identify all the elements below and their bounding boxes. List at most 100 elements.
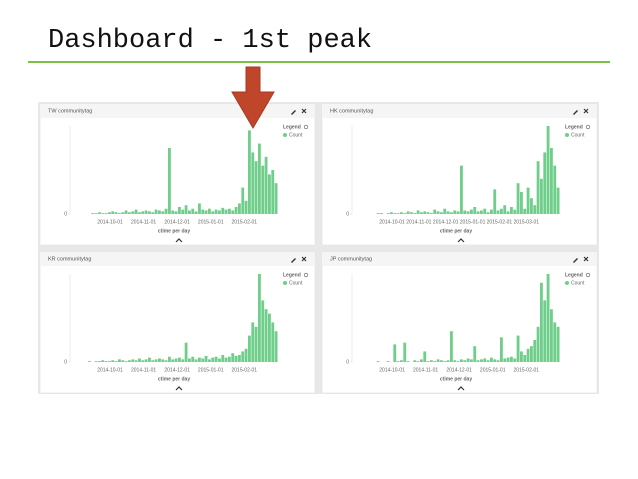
bar — [271, 170, 275, 214]
bar — [436, 359, 440, 362]
bar — [248, 335, 251, 362]
bar — [440, 212, 443, 214]
bar — [134, 360, 138, 362]
bar — [470, 209, 473, 214]
edit-icon[interactable] — [291, 258, 296, 263]
bar — [201, 358, 205, 362]
bar — [406, 361, 410, 362]
legend-label: Count — [289, 132, 303, 138]
bar — [490, 357, 493, 362]
edit-icon[interactable] — [573, 258, 578, 263]
bar — [271, 322, 275, 362]
bar — [463, 210, 467, 214]
bar — [543, 152, 547, 214]
bar — [238, 354, 241, 362]
legend-title: Legend — [565, 272, 583, 278]
collapse-icon[interactable] — [175, 386, 183, 391]
bar — [420, 359, 423, 362]
bar — [453, 360, 457, 362]
bar — [376, 361, 380, 362]
bar — [134, 209, 138, 214]
edit-icon[interactable] — [573, 110, 578, 115]
x-tick-label: 2015-02-01 — [232, 219, 258, 225]
legend-icon[interactable] — [585, 124, 591, 130]
close-icon[interactable] — [301, 256, 307, 262]
edit-icon[interactable] — [291, 110, 296, 115]
bar — [533, 340, 537, 362]
x-tick-label: 2014-11-01 — [413, 367, 438, 373]
bar — [550, 148, 553, 214]
legend-label: Count — [289, 280, 303, 286]
slide-title: Dashboard - 1st peak — [48, 26, 372, 56]
bar — [393, 213, 397, 214]
bar — [101, 360, 105, 362]
bar — [513, 358, 517, 362]
bar — [380, 213, 383, 214]
collapse-icon[interactable] — [457, 386, 465, 391]
bar — [178, 206, 181, 214]
bar — [124, 361, 128, 362]
bar — [376, 213, 380, 214]
legend-swatch — [283, 281, 287, 285]
bar — [88, 361, 91, 362]
x-tick-label: 2015-03-01 — [514, 219, 540, 225]
bar — [556, 187, 560, 214]
bar — [234, 206, 238, 214]
x-axis-label: ctime per day — [440, 376, 472, 382]
bar — [244, 348, 248, 362]
collapse-icon[interactable] — [457, 238, 465, 243]
legend-icon[interactable] — [303, 124, 309, 130]
bar — [111, 211, 115, 214]
bar — [148, 357, 151, 362]
bar — [204, 210, 208, 214]
bar — [456, 361, 460, 362]
bar — [530, 198, 533, 214]
bar — [141, 211, 145, 214]
legend-icon[interactable] — [303, 272, 309, 278]
y-tick-label: 0 — [346, 211, 349, 217]
bar — [536, 326, 540, 362]
x-tick-label: 2015-01-01 — [198, 367, 224, 373]
bar — [188, 210, 191, 214]
bar — [463, 360, 467, 362]
bar — [241, 187, 245, 214]
close-icon[interactable] — [583, 256, 589, 262]
x-tick-label: 2014-10-01 — [97, 367, 123, 373]
bar — [403, 213, 407, 214]
bar — [104, 213, 108, 214]
bar — [268, 313, 271, 362]
bar — [510, 356, 513, 362]
bar — [550, 309, 553, 362]
bar — [181, 209, 185, 214]
bar — [144, 210, 148, 214]
bar — [436, 211, 440, 214]
bar — [101, 213, 105, 214]
bar — [151, 360, 155, 362]
close-icon[interactable] — [301, 108, 307, 114]
collapse-icon[interactable] — [175, 238, 183, 243]
bar — [446, 360, 450, 362]
legend-label: Count — [571, 280, 585, 286]
bar — [184, 205, 188, 214]
bar — [258, 143, 261, 214]
bar — [241, 351, 245, 362]
bar — [218, 210, 221, 214]
bar — [493, 359, 497, 362]
bar — [221, 354, 225, 362]
bar — [520, 192, 523, 214]
legend-icon[interactable] — [585, 272, 591, 278]
bar — [194, 211, 198, 214]
bar — [121, 212, 125, 214]
bar — [403, 342, 407, 362]
bar — [111, 360, 115, 362]
close-icon[interactable] — [583, 108, 589, 114]
x-axis-label: ctime per day — [440, 228, 472, 234]
bar — [460, 165, 463, 214]
bar — [433, 361, 437, 362]
bar — [174, 211, 178, 214]
bar — [224, 209, 228, 214]
bar — [244, 200, 248, 214]
bar — [456, 211, 460, 214]
bar — [164, 360, 168, 362]
bar — [410, 212, 413, 214]
